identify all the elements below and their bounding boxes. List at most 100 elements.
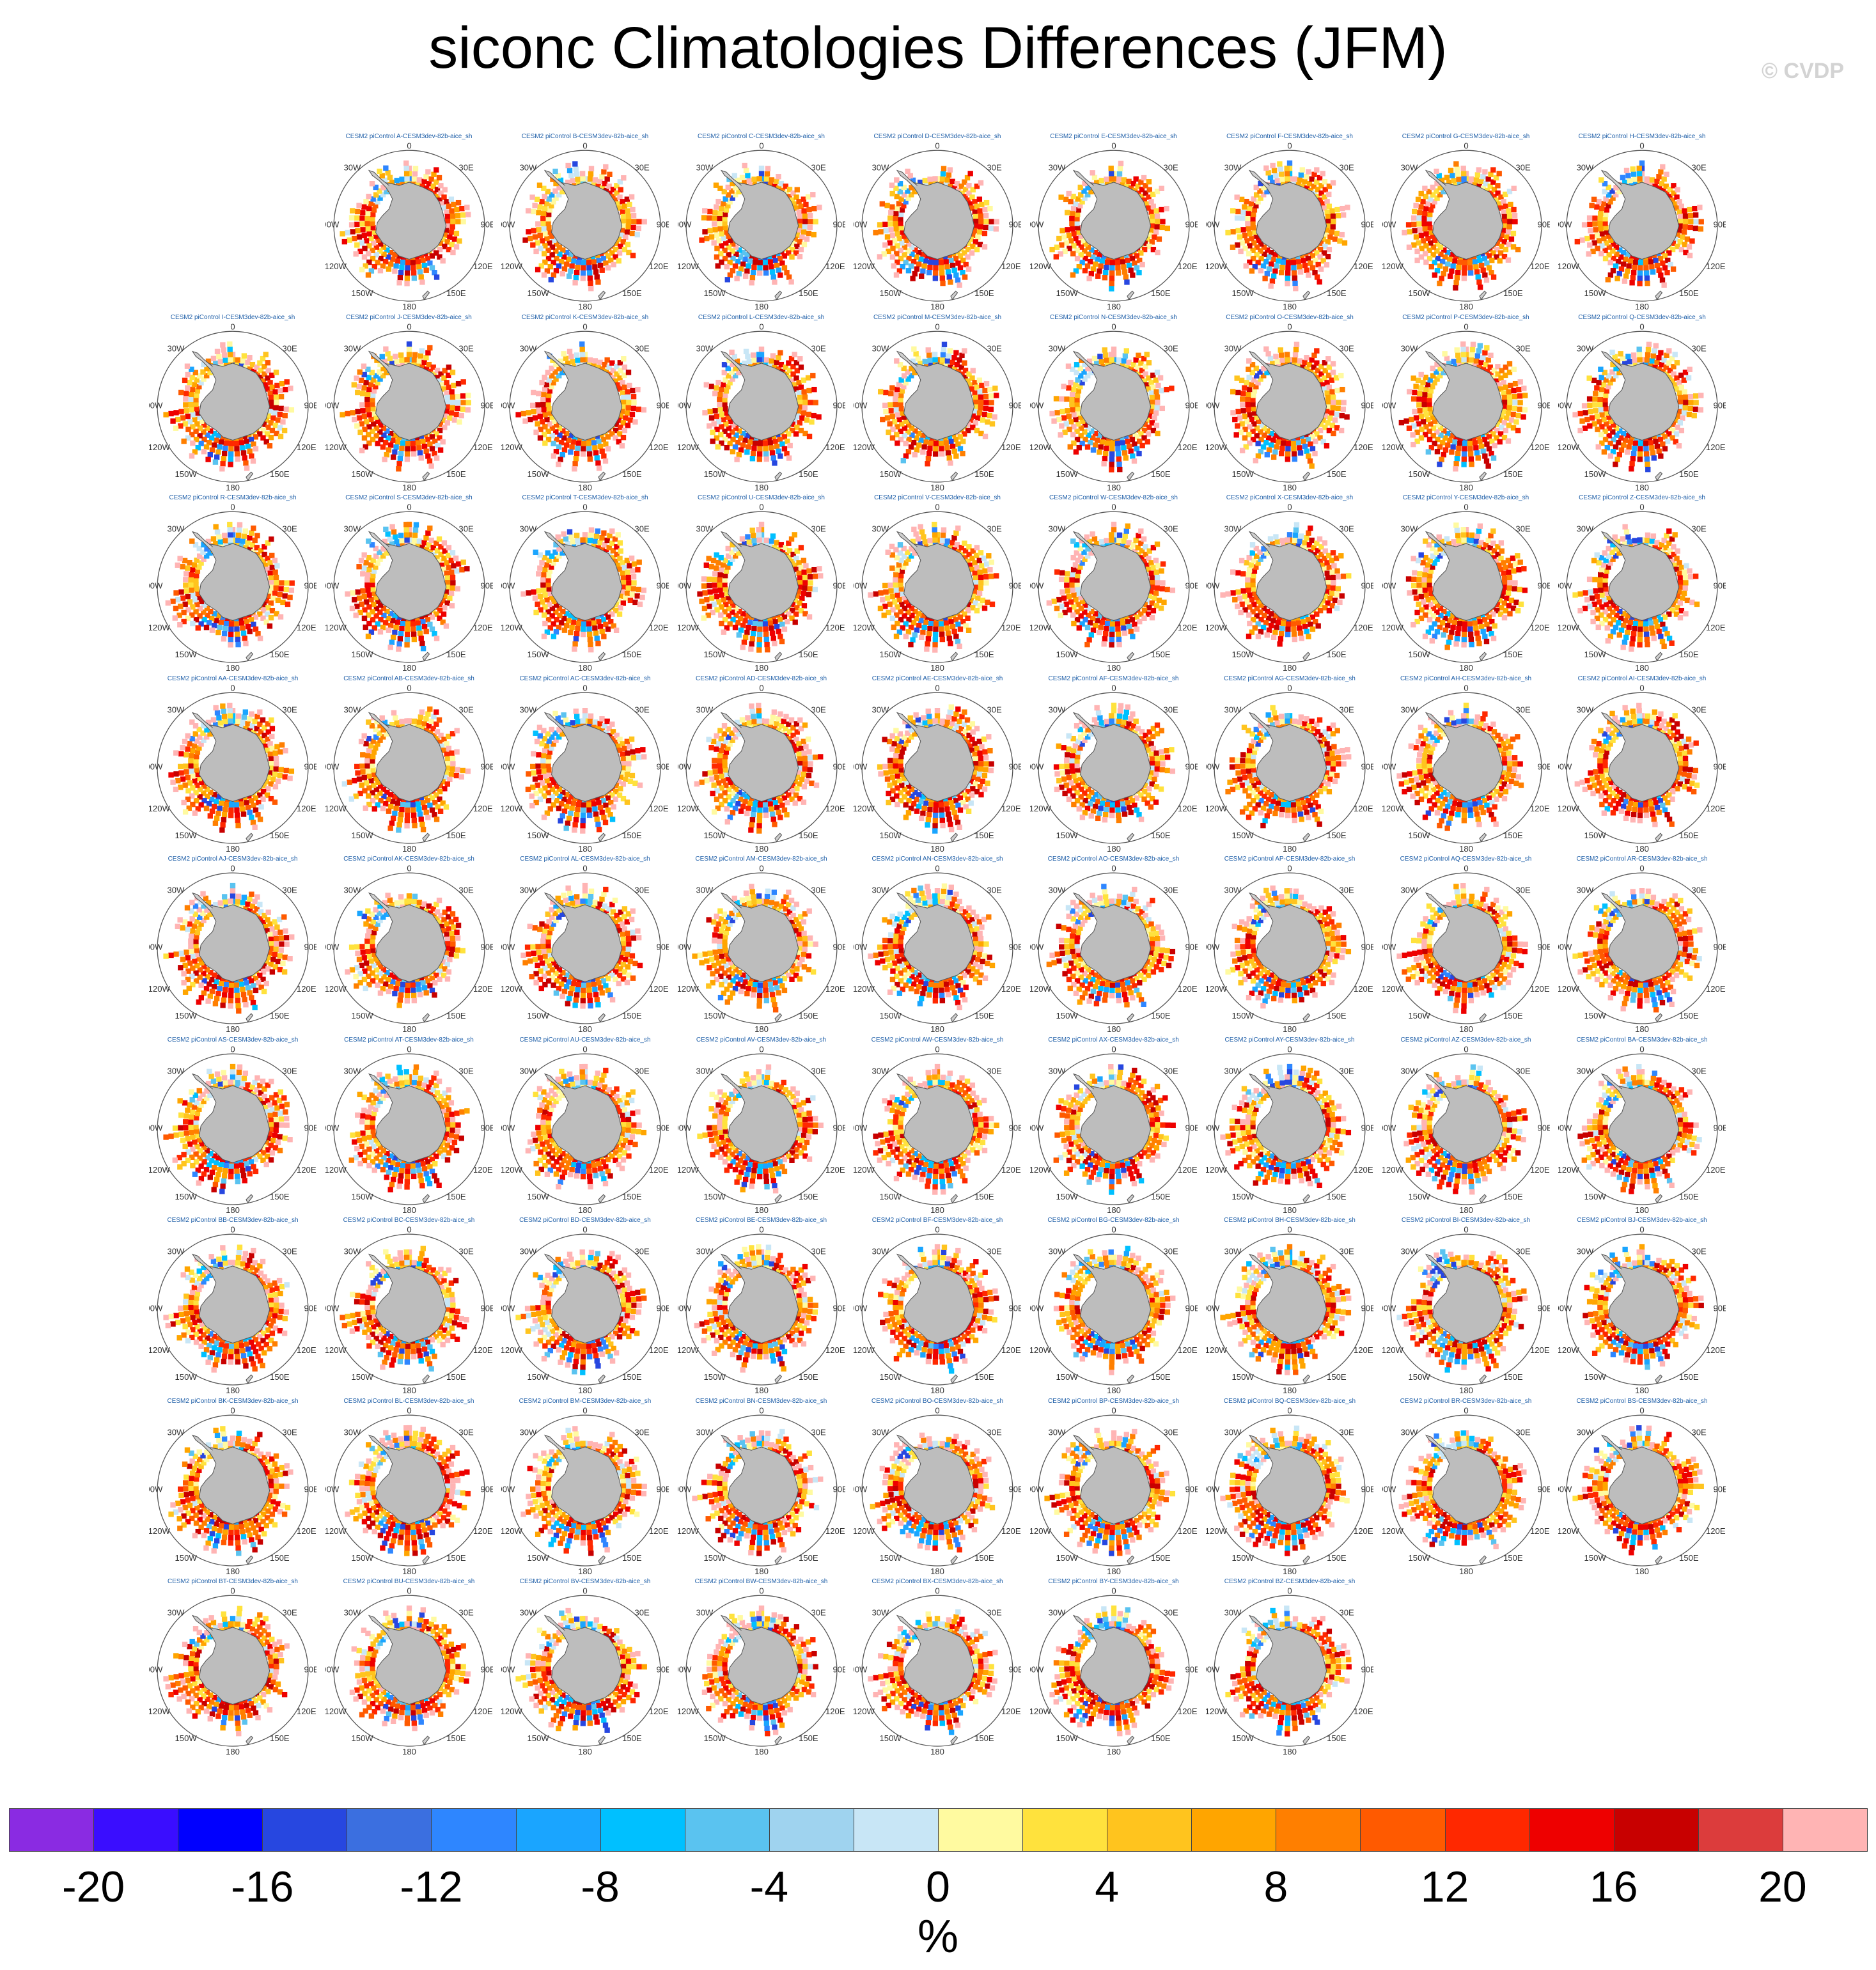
difference-cell (1500, 199, 1506, 205)
lon-label: 120W (149, 623, 170, 632)
difference-cell (1108, 461, 1114, 467)
difference-cell (382, 526, 389, 533)
difference-cell (791, 201, 797, 207)
difference-cell (574, 352, 580, 358)
difference-cell (718, 592, 724, 598)
difference-cell (722, 392, 728, 398)
difference-cell (793, 250, 799, 256)
map-panel-m: CESM2 piControl M-CESM3dev-82b-aice_sh 0 1… (854, 314, 1021, 501)
difference-cell (1108, 356, 1114, 363)
difference-cell (1436, 280, 1442, 286)
difference-cell (1077, 414, 1083, 420)
difference-cell (403, 356, 410, 363)
difference-cell (363, 624, 368, 630)
difference-cell (1411, 221, 1416, 228)
difference-cell (764, 646, 770, 653)
difference-cell (1108, 171, 1114, 176)
difference-cell (1493, 254, 1499, 260)
difference-cell (556, 553, 562, 559)
difference-cell (1427, 212, 1432, 217)
difference-cell (718, 411, 724, 418)
difference-cell (188, 396, 194, 402)
difference-cell (425, 256, 430, 262)
difference-cell (1255, 260, 1261, 265)
difference-cell (1250, 401, 1256, 407)
lon-label: 120W (854, 442, 875, 452)
difference-cell (1636, 171, 1643, 176)
difference-cell (535, 267, 541, 272)
map-boundary (1214, 331, 1366, 483)
difference-cell (1656, 354, 1662, 360)
difference-cell (772, 619, 778, 625)
difference-cell (1142, 421, 1148, 427)
difference-cell (600, 256, 607, 262)
difference-cell (441, 556, 447, 561)
difference-cell (977, 603, 983, 609)
difference-cell (1481, 436, 1487, 442)
difference-cell (549, 233, 554, 239)
difference-cell (722, 225, 728, 231)
difference-cell (436, 254, 442, 260)
difference-cell (568, 613, 574, 619)
difference-cell (411, 537, 417, 543)
difference-cell (247, 354, 253, 360)
difference-cell (785, 540, 792, 546)
lon-label: 150W (703, 650, 726, 659)
difference-cell (1586, 251, 1591, 257)
difference-cell (1441, 270, 1446, 277)
lon-label: 90W (854, 220, 868, 230)
difference-cell (215, 432, 221, 438)
difference-cell (425, 169, 431, 175)
difference-cell (1134, 265, 1139, 271)
difference-cell (932, 647, 938, 653)
difference-cell (1339, 412, 1345, 418)
difference-cell (1240, 390, 1246, 396)
difference-cell (575, 538, 581, 543)
difference-cell (1420, 418, 1426, 425)
difference-cell (177, 621, 183, 628)
difference-cell (725, 553, 731, 559)
difference-cell (735, 258, 740, 265)
difference-cell (913, 350, 919, 356)
difference-cell (1304, 448, 1309, 454)
difference-cell (1121, 177, 1127, 183)
difference-cell (423, 354, 429, 360)
difference-cell (364, 577, 370, 582)
difference-cell (558, 358, 564, 364)
difference-cell (553, 195, 559, 201)
difference-cell (214, 454, 220, 460)
lon-label: 30W (872, 343, 889, 353)
difference-cell (1416, 396, 1421, 402)
difference-cell (1411, 215, 1416, 221)
difference-cell (899, 421, 905, 426)
difference-cell (370, 240, 376, 246)
difference-cell (440, 619, 446, 625)
difference-cell (201, 436, 207, 442)
difference-cell (613, 602, 619, 607)
difference-cell (1149, 219, 1155, 224)
difference-cell (973, 584, 978, 590)
difference-cell (1625, 449, 1630, 455)
difference-cell (1082, 256, 1088, 262)
difference-cell (793, 430, 799, 437)
difference-cell (538, 607, 543, 613)
difference-cell (901, 365, 907, 371)
difference-cell (1322, 375, 1327, 381)
difference-cell (1421, 407, 1428, 412)
difference-cell (1427, 240, 1433, 246)
difference-cell (943, 182, 950, 188)
difference-cell (404, 265, 410, 271)
difference-cell (624, 196, 630, 202)
difference-cell (735, 189, 742, 194)
difference-cell (280, 599, 286, 606)
difference-cell (1441, 247, 1447, 253)
difference-cell (708, 234, 714, 240)
difference-cell (796, 223, 802, 229)
difference-cell (538, 426, 543, 432)
lon-label: 120E (1001, 442, 1021, 452)
difference-cell (354, 208, 360, 215)
difference-cell (216, 534, 222, 540)
difference-cell (783, 371, 789, 377)
difference-cell (532, 234, 538, 240)
difference-cell (973, 399, 979, 405)
